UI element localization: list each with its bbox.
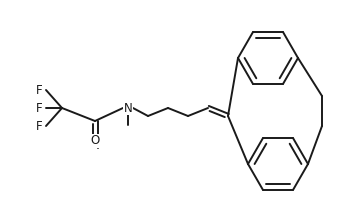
Text: F: F: [36, 84, 42, 97]
Text: F: F: [36, 102, 42, 114]
Text: F: F: [36, 119, 42, 132]
Text: N: N: [124, 102, 132, 114]
Text: O: O: [90, 135, 99, 148]
